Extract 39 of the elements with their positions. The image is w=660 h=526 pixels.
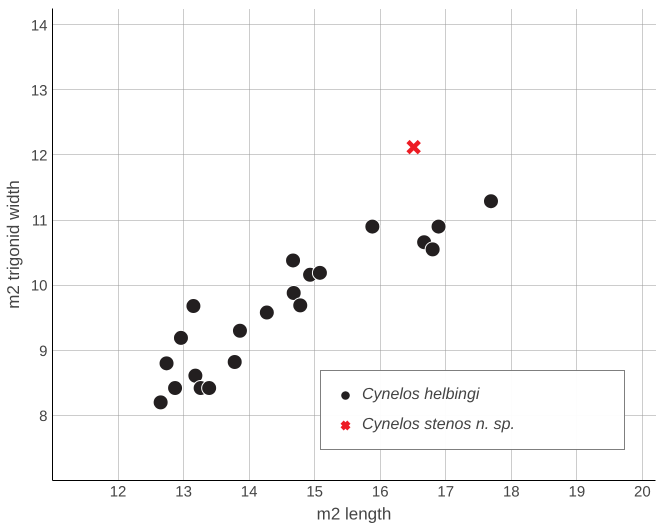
point [430, 218, 447, 235]
y-tick-label: 14 [30, 17, 48, 34]
point [292, 297, 308, 314]
x-tick-label: 17 [437, 484, 454, 500]
x-tick-label: 19 [568, 484, 586, 500]
x-tick-label: 15 [306, 484, 324, 500]
x-tick-label: 18 [502, 484, 520, 500]
point [286, 285, 302, 301]
point [482, 193, 499, 210]
point [201, 380, 218, 396]
y-tick-label: 8 [39, 408, 48, 425]
x-tick-label: 12 [110, 484, 126, 500]
legend-label: Cynelos helbingi [362, 386, 481, 404]
point [226, 354, 243, 370]
point [185, 298, 202, 314]
point [424, 241, 441, 258]
y-tick-label: 11 [32, 212, 48, 230]
y-tick-label: 10 [30, 278, 48, 295]
x-tick-label: 14 [240, 484, 258, 500]
point [406, 139, 422, 156]
point [285, 252, 302, 268]
point [258, 304, 275, 321]
point [187, 368, 204, 384]
point [364, 218, 380, 235]
point [172, 330, 189, 346]
x-axis-title: m2 length [316, 504, 392, 524]
legend-label: Cynelos stenos n. sp. [362, 416, 516, 434]
point [158, 355, 175, 372]
point [152, 394, 169, 410]
y-tick-label: 13 [30, 82, 48, 100]
x-tick-label: 13 [175, 484, 192, 500]
x-tick-label: 20 [634, 484, 651, 500]
point [232, 322, 248, 339]
point [312, 264, 328, 281]
y-tick-label: 12 [30, 147, 48, 164]
y-tick-label: 9 [39, 342, 48, 360]
x-tick-label: 16 [372, 484, 389, 500]
y-axis-title: m2 trigonid width [4, 180, 23, 309]
point [167, 380, 184, 396]
